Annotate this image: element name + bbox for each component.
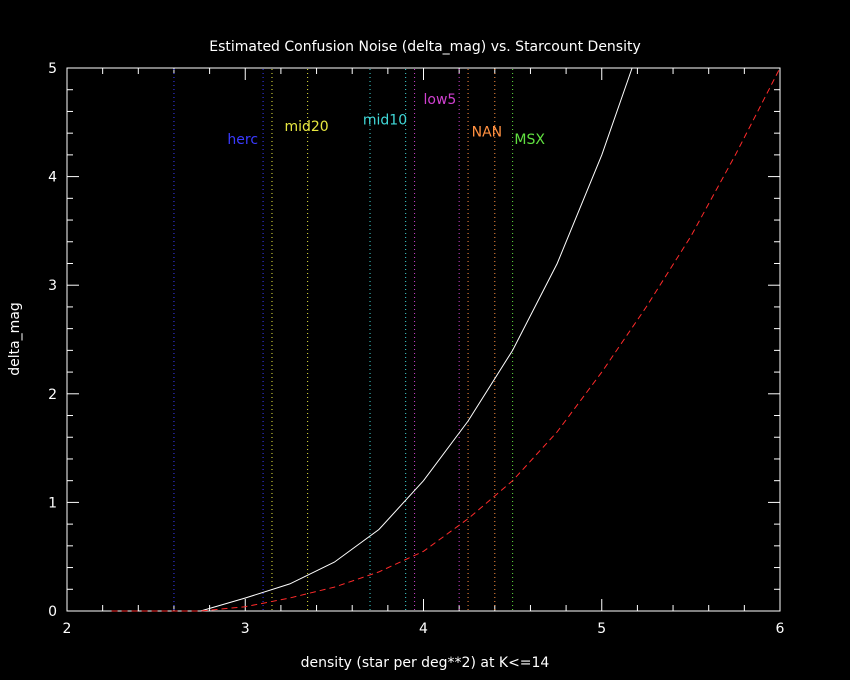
y-tick-label: 5 [48,61,57,77]
y-tick-label: 1 [48,495,57,511]
x-tick-label: 5 [597,621,606,637]
x-tick-label: 3 [241,621,250,637]
y-tick-label: 2 [48,387,57,403]
y-axis-label: delta_mag [7,302,23,376]
annotation-label: low5 [424,92,457,108]
y-tick-label: 0 [48,604,57,620]
y-tick-label: 4 [48,170,57,186]
y-tick-label: 3 [48,278,57,294]
plot-area: 2 3 4 5 6 0 1 2 3 4 5 herc mid20 mid10 low5 NAN MSX [48,61,784,637]
x-tick-label: 2 [63,621,72,637]
chart-title: Estimated Confusion Noise (delta_mag) vs… [209,39,641,55]
series-line-2 [111,67,781,612]
series-line-1 [200,67,633,612]
annotation-label: MSX [514,132,545,148]
annotation-label: NAN [472,124,503,140]
annotation-label: herc [227,132,258,148]
annotation-label: mid10 [363,112,407,128]
x-tick-label: 6 [776,621,785,637]
x-tick-label: 4 [419,621,428,637]
x-axis-label: density (star per deg**2) at K<=14 [301,655,550,671]
annotation-label: mid20 [284,119,328,135]
